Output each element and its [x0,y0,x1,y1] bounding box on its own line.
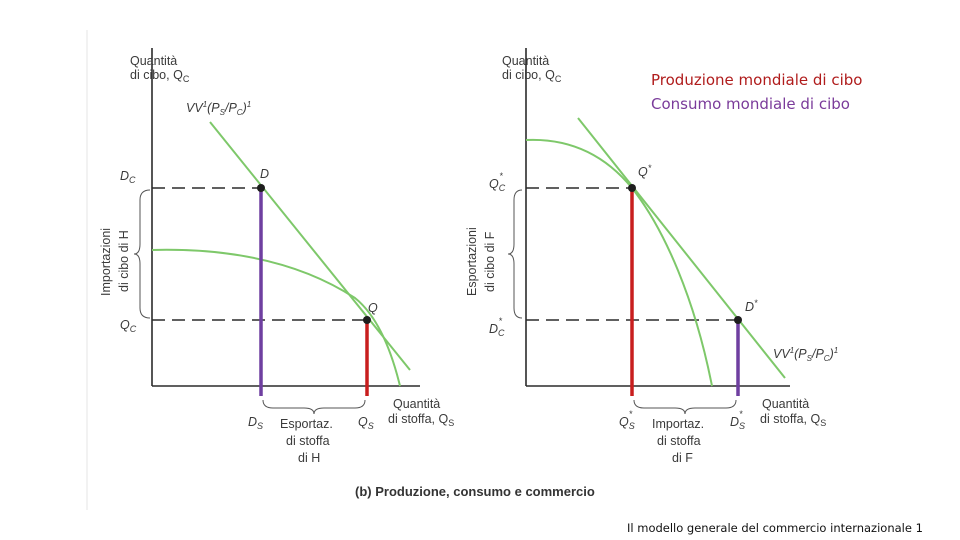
right-bracket-horizontal-label-1: Importaz. [652,417,704,431]
left-bracket-horizontal-label-2: di stoffa [286,434,330,448]
left-horizontal-bracket [262,399,366,415]
right-production-frontier [525,138,713,387]
left-point-d [257,184,265,192]
left-point-q [363,316,371,324]
right-bracket-vertical-label-1: Esportazioni [465,227,479,296]
right-panel: Quantità di cibo, QC Q* D* QC* DC* Espor… [465,48,838,465]
left-tick-ds: DS [248,415,263,431]
left-y-axis-label-1: Quantità [130,54,177,68]
left-budget-line [209,121,411,371]
left-budget-label: VV1(PS/PC)1 [186,100,251,117]
left-x-axis-label-2: di stoffa, QS [388,412,454,428]
right-x-axis-label-1: Quantità [762,397,809,411]
right-budget-label: VV1(PS/PC)1 [773,346,838,363]
figure-caption: (b) Produzione, consumo e commercio [355,484,595,499]
left-x-axis-label-1: Quantità [393,397,440,411]
left-tick-qs: QS [358,415,374,431]
right-tick-qs-star: QS* [619,409,635,431]
left-bracket-vertical-label-2: di cibo di H [117,230,131,292]
left-bracket-horizontal-label-1: Esportaz. [280,417,333,431]
left-bracket-vertical-label-1: Importazioni [99,228,113,296]
left-point-d-label: D [260,167,269,181]
left-point-q-label: Q [368,301,378,315]
right-point-q-star-label: Q* [638,163,652,179]
left-production-frontier [151,248,401,387]
right-bracket-vertical-label-2: di cibo di F [483,231,497,292]
legend-consumption: Consumo mondiale di cibo [651,95,850,113]
right-horizontal-bracket [633,399,737,415]
right-vertical-bracket [507,189,523,319]
right-tick-ds-star: DS* [730,409,745,431]
right-bracket-horizontal-label-2: di stoffa [657,434,701,448]
right-x-axis-label-2: di stoffa, QS [760,412,826,428]
right-budget-line [577,117,786,379]
left-y-axis-label-2: di cibo, QC [130,68,190,84]
left-panel: Quantità di cibo, QC VV1(PS/PC)1 D Q DC … [99,48,454,465]
right-point-q-star [628,184,636,192]
legend-production: Produzione mondiale di cibo [651,71,862,89]
left-tick-dc: DC [120,169,136,185]
right-point-d-star [734,316,742,324]
right-tick-qc-star: QC* [489,171,506,193]
right-y-axis-label-2: di cibo, QC [502,68,562,84]
right-point-d-star-label: D* [745,298,758,314]
left-bracket-horizontal-label-3: di H [298,451,320,465]
left-vertical-bracket [133,189,151,319]
left-tick-qc: QC [120,318,137,334]
right-bracket-horizontal-label-3: di F [672,451,693,465]
right-tick-dc-star: DC* [489,316,505,338]
slide-footer: Il modello generale del commercio intern… [627,521,923,535]
right-y-axis-label-1: Quantità [502,54,549,68]
